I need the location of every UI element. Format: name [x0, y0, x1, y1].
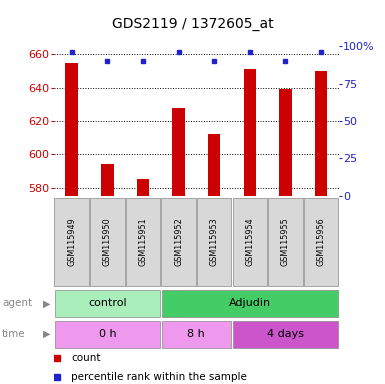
Bar — [233, 321, 338, 348]
Bar — [54, 198, 89, 286]
Bar — [208, 134, 220, 196]
Text: 8 h: 8 h — [187, 329, 205, 339]
Bar — [65, 63, 78, 196]
Bar — [304, 198, 338, 286]
Text: GSM115955: GSM115955 — [281, 218, 290, 266]
Text: percentile rank within the sample: percentile rank within the sample — [71, 372, 247, 382]
Bar — [126, 198, 160, 286]
Text: ▶: ▶ — [43, 329, 50, 339]
Bar — [279, 89, 291, 196]
Bar — [55, 321, 160, 348]
Text: time: time — [2, 329, 25, 339]
Bar — [233, 198, 267, 286]
Text: GSM115952: GSM115952 — [174, 218, 183, 266]
Text: GSM115956: GSM115956 — [316, 218, 325, 266]
Text: GSM115951: GSM115951 — [139, 218, 147, 266]
Text: 4 days: 4 days — [267, 329, 304, 339]
Text: GDS2119 / 1372605_at: GDS2119 / 1372605_at — [112, 17, 273, 31]
Bar — [90, 198, 125, 286]
Text: GSM115950: GSM115950 — [103, 218, 112, 266]
Bar — [161, 198, 196, 286]
Text: ▶: ▶ — [43, 298, 50, 308]
Text: Adjudin: Adjudin — [229, 298, 271, 308]
Bar — [268, 198, 303, 286]
Bar — [162, 321, 231, 348]
Bar — [162, 290, 338, 317]
Bar — [315, 71, 327, 196]
Text: agent: agent — [2, 298, 32, 308]
Text: GSM115953: GSM115953 — [210, 218, 219, 266]
Bar — [55, 290, 160, 317]
Bar — [197, 198, 231, 286]
Text: GSM115954: GSM115954 — [245, 218, 254, 266]
Text: GSM115949: GSM115949 — [67, 218, 76, 266]
Bar — [137, 179, 149, 196]
Text: count: count — [71, 353, 100, 363]
Bar — [244, 70, 256, 196]
Text: 0 h: 0 h — [99, 329, 116, 339]
Text: control: control — [88, 298, 127, 308]
Bar — [172, 108, 185, 196]
Bar — [101, 164, 114, 196]
